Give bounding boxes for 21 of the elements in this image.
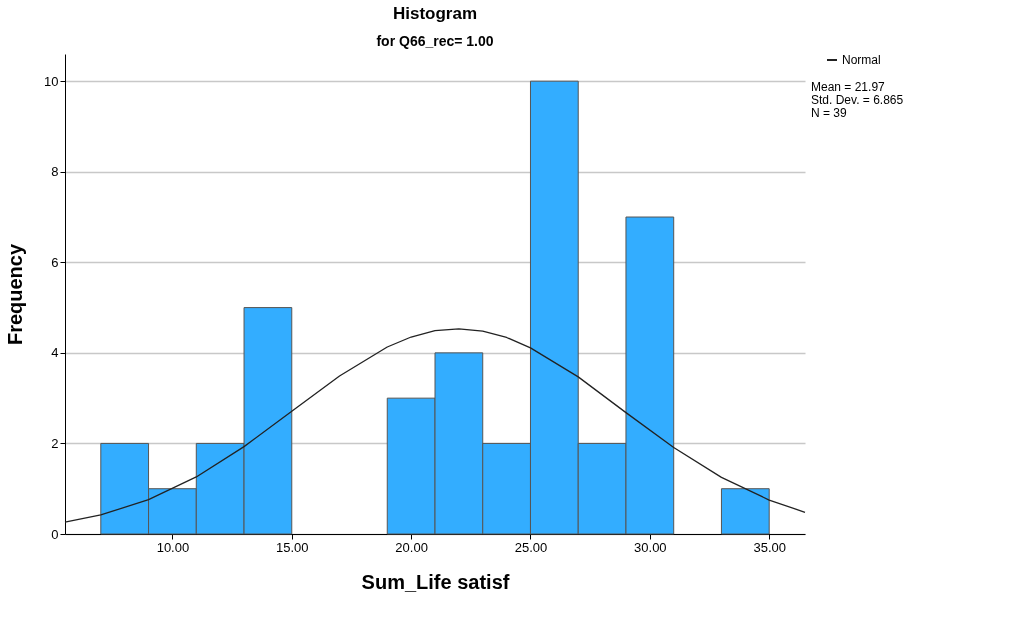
y-tick-label: 2 <box>51 435 59 451</box>
chart-subtitle: for Q66_rec= 1.00 <box>376 33 494 49</box>
legend-label: Normal <box>842 53 881 67</box>
line-series <box>64 328 806 523</box>
y-tick-label: 4 <box>51 345 59 361</box>
text: Mean = 21.97 <box>811 80 886 94</box>
text: N = 39 <box>811 106 848 120</box>
x-tick-label: 20.00 <box>395 539 428 555</box>
y-tick-label: 6 <box>51 254 59 270</box>
y-tick-label: 0 <box>51 526 59 542</box>
y-axis-title: Frequency <box>4 243 27 346</box>
x-tick-label: 15.00 <box>276 539 309 555</box>
y-tick-label: 8 <box>51 164 59 180</box>
x-tick-label: 35.00 <box>753 539 786 555</box>
x-tick-label: 30.00 <box>634 539 667 555</box>
x-axis-title: Sum_Life satisf <box>361 570 510 593</box>
y-tick-label: 10 <box>44 73 59 89</box>
chart-title: Histogram <box>392 4 478 23</box>
x-tick-label: 25.00 <box>514 539 548 555</box>
text: Std. Dev. = 6.865 <box>811 93 904 107</box>
x-tick-label: 10.00 <box>156 539 190 555</box>
